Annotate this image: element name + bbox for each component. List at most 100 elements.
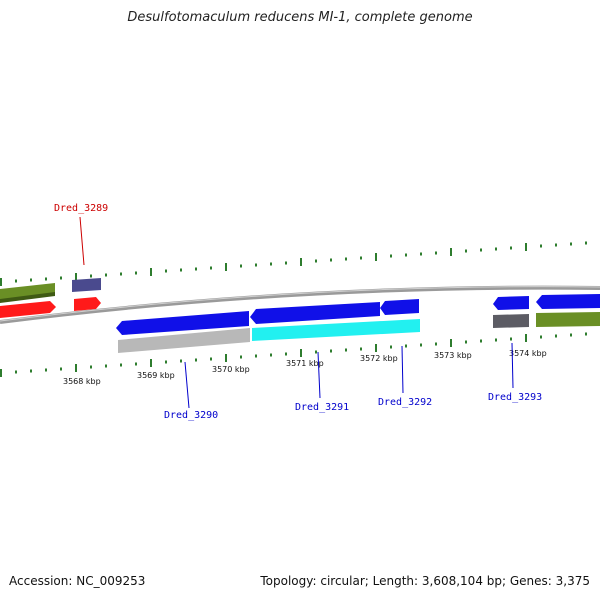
genome-backbone — [0, 285, 600, 324]
track-dash — [525, 334, 527, 342]
track-dash — [195, 358, 197, 362]
track-dash — [510, 337, 512, 341]
track-dash — [270, 262, 272, 266]
accession-text: Accession: NC_009253 — [9, 574, 146, 588]
cds-darkgray-dred-3293[interactable] — [493, 314, 529, 328]
cds-slate-dred-3289[interactable] — [72, 278, 101, 292]
track-dash — [270, 353, 272, 357]
track-dash — [180, 268, 182, 272]
track-dash — [420, 343, 422, 347]
leader-dred-3290 — [184, 361, 190, 409]
track-dash — [60, 276, 62, 280]
track-dash — [0, 369, 2, 377]
track-dash — [345, 257, 347, 261]
gene-label-dred-3292[interactable]: Dred_3292 — [378, 397, 432, 408]
track-dash — [15, 370, 17, 374]
tick-label-3573: 3573 kbp — [434, 351, 472, 360]
track-dash — [465, 249, 467, 253]
track-dash — [135, 271, 137, 275]
cds-blue-dred-3291[interactable] — [250, 302, 380, 324]
tick-label-3571: 3571 kbp — [286, 359, 324, 368]
leader-dred-3293 — [511, 342, 514, 389]
track-dash — [570, 242, 572, 246]
gene-label-dred-3290[interactable]: Dred_3290 — [164, 410, 218, 421]
track-dash — [255, 263, 257, 267]
tick-label-3572: 3572 kbp — [360, 354, 398, 363]
track-dash — [120, 272, 122, 276]
leader-dred-3292 — [401, 345, 404, 394]
track-dash — [525, 243, 527, 251]
leader-dred-3289 — [79, 216, 85, 266]
track-dash — [495, 247, 497, 251]
cds-olive-left[interactable] — [0, 283, 55, 301]
track-dash — [285, 261, 287, 265]
track-dash — [390, 254, 392, 258]
gene-label-dred-3289[interactable]: Dred_3289 — [54, 203, 108, 214]
track-dash — [285, 352, 287, 356]
track-dash — [555, 334, 557, 338]
track-dash — [15, 279, 17, 283]
tick-label-3568: 3568 kbp — [63, 377, 101, 386]
track-dash — [480, 248, 482, 252]
tick-label-3569: 3569 kbp — [137, 371, 175, 380]
track-dash — [480, 339, 482, 343]
track-dash — [330, 258, 332, 262]
track-dash — [240, 355, 242, 359]
track-dash — [75, 364, 77, 372]
cds-olive-left-shadow — [0, 292, 55, 303]
track-dash — [585, 332, 587, 336]
track-dash — [435, 251, 437, 255]
cds-olive-right[interactable] — [536, 312, 600, 327]
track-dash — [135, 362, 137, 366]
track-dash — [255, 354, 257, 358]
track-dash — [240, 264, 242, 268]
track-dash — [405, 344, 407, 348]
track-dash — [360, 256, 362, 260]
gene-label-dred-3291[interactable]: Dred_3291 — [295, 402, 349, 413]
cds-cyan-dred-3291[interactable] — [252, 319, 420, 341]
track-dash — [300, 349, 302, 357]
track-dash — [165, 360, 167, 364]
track-dash — [180, 359, 182, 363]
genome-backbone-highlight — [0, 286, 600, 322]
leader-dred-3291 — [317, 351, 321, 399]
track-dash — [315, 350, 317, 354]
track-dash — [30, 278, 32, 282]
cds-blue-right[interactable] — [536, 294, 600, 309]
cds-blue-dred-3293[interactable] — [493, 296, 529, 310]
cds-red-left[interactable] — [0, 301, 56, 318]
track-dash — [150, 359, 152, 367]
track-dash — [390, 345, 392, 349]
track-dash — [75, 273, 77, 281]
cds-gray-dred-3290[interactable] — [118, 328, 250, 353]
track-dash — [495, 338, 497, 342]
track-dash — [540, 244, 542, 248]
cds-blue-dred-3290[interactable] — [116, 311, 249, 335]
track-dash — [225, 263, 227, 271]
track-dash — [330, 349, 332, 353]
track-dash — [435, 342, 437, 346]
gc-content-track-lower — [0, 332, 587, 377]
cds-red-dred-3289[interactable] — [74, 297, 101, 311]
track-dash — [90, 274, 92, 278]
cds-blue-dred-3292[interactable] — [380, 299, 419, 315]
track-dash — [420, 252, 422, 256]
track-dash — [450, 248, 452, 256]
track-dash — [225, 354, 227, 362]
track-dash — [120, 363, 122, 367]
track-dash — [45, 368, 47, 372]
track-dash — [0, 278, 2, 286]
gc-content-track-upper — [0, 241, 587, 286]
track-dash — [510, 246, 512, 250]
track-dash — [375, 253, 377, 261]
tick-label-3570: 3570 kbp — [212, 365, 250, 374]
track-dash — [60, 367, 62, 371]
track-dash — [210, 266, 212, 270]
track-dash — [105, 273, 107, 277]
gene-label-dred-3293[interactable]: Dred_3293 — [488, 392, 542, 403]
track-dash — [45, 277, 47, 281]
track-dash — [315, 259, 317, 263]
track-dash — [375, 344, 377, 352]
track-dash — [360, 347, 362, 351]
